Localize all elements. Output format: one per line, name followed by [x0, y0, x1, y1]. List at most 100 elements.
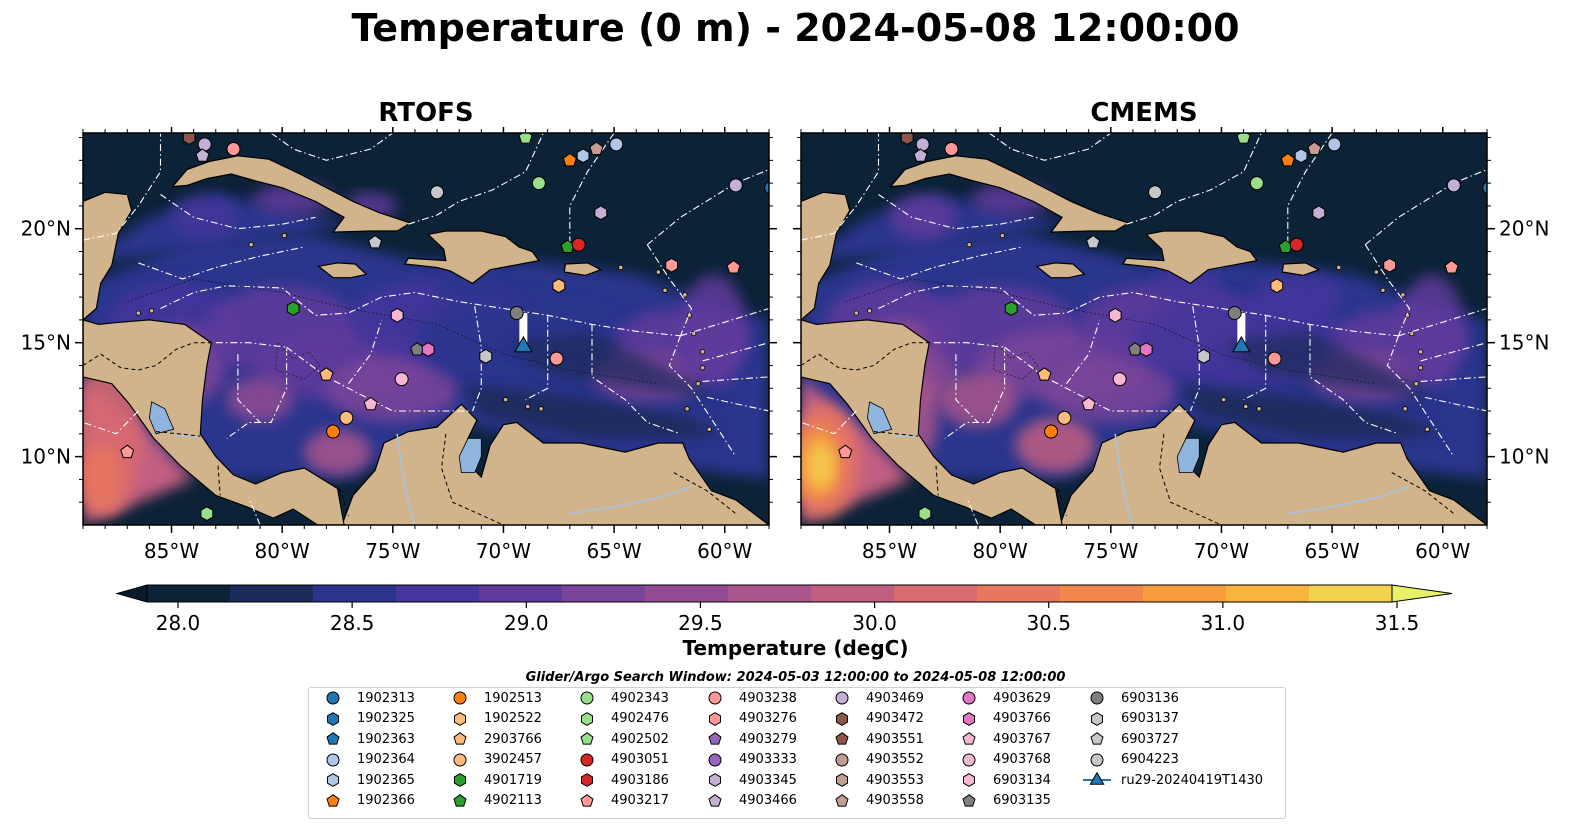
legend-item: 4902502 — [571, 729, 669, 749]
lon-tick-label: 80°W — [973, 539, 1028, 563]
float-marker — [509, 306, 524, 321]
float-marker — [182, 133, 196, 145]
legend-label: 1902365 — [357, 772, 415, 788]
legend-symbol — [962, 753, 976, 766]
legend-marker-icon — [326, 732, 340, 745]
lon-tick-label: 70°W — [1194, 539, 1249, 563]
island — [700, 349, 706, 355]
legend-label: 4903472 — [866, 711, 924, 726]
island — [1380, 287, 1386, 293]
legend-marker-icon — [709, 773, 721, 787]
legend-symbol — [963, 711, 975, 726]
land-centralAmerica — [801, 319, 1063, 525]
legend-symbol — [580, 732, 594, 745]
land-southAmerica — [1059, 403, 1487, 525]
legend-item: 1902522 — [444, 709, 542, 729]
legend-item: 6903137 — [1081, 709, 1179, 729]
legend-item: 4903553 — [826, 770, 924, 790]
float-marker — [1044, 424, 1059, 439]
lon-tick-label: 80°W — [255, 539, 310, 563]
legend-item: 4903558 — [826, 791, 924, 811]
island — [866, 308, 873, 314]
island — [853, 310, 859, 316]
legend-symbol — [835, 732, 849, 745]
island — [1400, 292, 1406, 298]
temperature-patch — [1044, 354, 1178, 423]
legend-item: 4902343 — [571, 688, 669, 708]
legend-label: 4901719 — [484, 772, 542, 788]
legend-marker-icon — [453, 691, 467, 705]
land-cuba — [171, 155, 412, 233]
legend-symbol — [327, 773, 339, 787]
float-marker — [913, 148, 928, 162]
legend-item: 6903136 — [1081, 688, 1179, 708]
legend-label: 4903051 — [611, 752, 669, 767]
island — [1418, 365, 1424, 371]
legend-marker-icon — [1090, 732, 1104, 745]
legend-label: 4903276 — [739, 711, 797, 726]
float-marker — [1444, 259, 1459, 274]
legend-symbol — [1090, 753, 1104, 766]
legend-label: 4903629 — [993, 690, 1051, 706]
country-border — [155, 431, 201, 437]
island — [618, 264, 624, 271]
colorbar-tick-label: 31.0 — [1201, 611, 1246, 635]
legend-item: 1902363 — [317, 729, 415, 749]
eez-boundary — [248, 497, 261, 525]
country-border — [1158, 433, 1222, 525]
island — [706, 426, 712, 432]
colorbar-band — [479, 585, 563, 602]
float-marker — [665, 257, 678, 273]
legend-symbol — [962, 732, 976, 745]
float-marker — [226, 141, 241, 156]
float-marker — [120, 444, 135, 459]
float-marker — [479, 348, 493, 364]
legend-marker-icon — [580, 691, 594, 705]
legend-marker-icon — [580, 732, 594, 745]
legend-symbol — [836, 711, 848, 726]
figure-title: Temperature (0 m) - 2024-05-08 12:00:00 — [351, 6, 1240, 50]
eez-boundary — [1420, 376, 1487, 382]
eez-boundary — [1004, 346, 1189, 412]
colorbar-band — [645, 585, 729, 602]
float-marker — [1086, 234, 1101, 249]
legend-item: 1902364 — [317, 750, 415, 770]
float-marker — [838, 444, 853, 459]
legend-label: 4903217 — [611, 793, 669, 808]
land-puertoRico — [563, 262, 603, 277]
river — [569, 485, 692, 515]
colorbar-band — [811, 585, 895, 602]
island — [1413, 381, 1419, 387]
legend-label: 4903466 — [739, 793, 797, 808]
legend-marker-icon — [835, 691, 849, 705]
legend-label: 6903137 — [1121, 711, 1179, 726]
float-marker — [562, 152, 577, 167]
float-marker — [1249, 176, 1264, 191]
legend-label: 4903767 — [993, 731, 1051, 747]
legend-label: 6904223 — [1121, 752, 1179, 767]
legend-marker-icon — [1090, 691, 1104, 705]
legend-label: 4903238 — [739, 690, 797, 706]
float-marker — [944, 141, 959, 156]
lon-tick-label: 60°W — [1415, 539, 1470, 563]
eez-boundary — [348, 319, 383, 385]
legend-label: 6903136 — [1121, 690, 1179, 706]
float-marker — [390, 307, 404, 323]
legend-symbol — [835, 691, 849, 705]
legend-marker-icon — [453, 732, 467, 745]
legend-marker-icon — [326, 793, 340, 807]
land-jamaica — [1035, 262, 1086, 279]
colorbar-label: Temperature (degC) — [682, 636, 909, 660]
legend-item: 1902313 — [317, 688, 415, 708]
legend-marker-icon — [708, 732, 722, 745]
legend-label: 4903345 — [739, 772, 797, 788]
float-marker — [1307, 141, 1322, 155]
legend-label: 1902363 — [357, 731, 415, 747]
colorbar-band — [1060, 585, 1144, 602]
island — [966, 242, 972, 248]
legend-symbol — [709, 773, 721, 787]
land-centralAmerica — [83, 319, 345, 525]
lon-tick-label: 75°W — [1083, 539, 1138, 563]
legend-item: 4903629 — [953, 688, 1051, 708]
